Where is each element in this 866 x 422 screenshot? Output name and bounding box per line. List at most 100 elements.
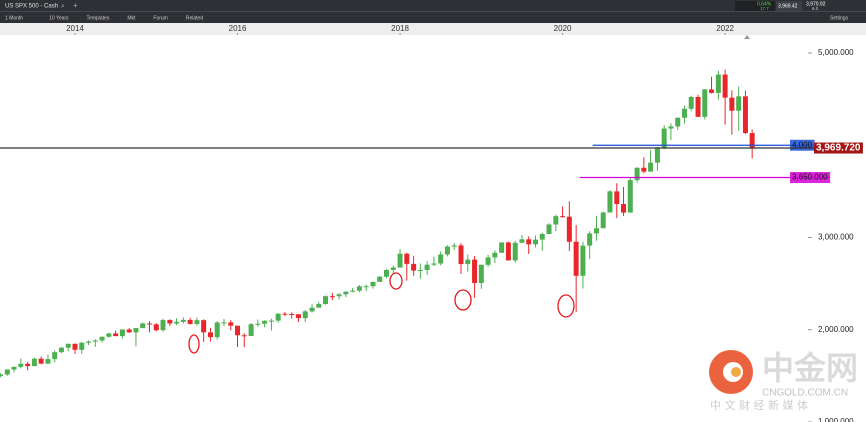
candle-body — [86, 341, 92, 343]
toolbar-item[interactable]: Mkt — [127, 15, 136, 21]
toolbar-item[interactable]: 1 Month — [5, 15, 23, 21]
candle-body — [11, 366, 17, 370]
candle-body — [79, 342, 85, 350]
candle-body — [573, 241, 579, 276]
candle-body — [343, 291, 349, 295]
change-box — [735, 1, 775, 11]
candle-body — [235, 325, 241, 336]
y-tick-label: 5,000.000 — [818, 48, 854, 57]
candle-body — [600, 212, 606, 229]
y-tick-label: 1,000.000 — [818, 417, 854, 422]
candle-body — [25, 363, 31, 367]
bid-box[interactable] — [776, 1, 802, 11]
candle-body — [214, 322, 220, 338]
candle-body — [38, 358, 44, 364]
candle-body — [147, 323, 153, 325]
candle-body — [688, 96, 694, 109]
watermark-name: 中金网 — [762, 349, 858, 387]
candle-body — [681, 108, 687, 118]
toolbar-item[interactable]: Forum — [153, 15, 167, 21]
candle-body — [377, 276, 383, 282]
candle-body — [65, 343, 71, 348]
bid[interactable]: 3,969.42 — [778, 3, 798, 9]
level-label-bg — [790, 139, 815, 151]
change-pct: 0.64% — [757, 1, 772, 7]
candle-body — [404, 253, 410, 264]
candles — [0, 69, 755, 378]
candle-body — [546, 224, 552, 234]
search-icon[interactable]: ⌕ — [61, 3, 65, 10]
candle-body — [18, 363, 24, 367]
candle-body — [133, 328, 139, 333]
candle-body — [539, 233, 545, 240]
candle-body — [309, 307, 315, 312]
candle-body — [140, 323, 146, 329]
candle-body — [519, 239, 525, 243]
candle-body — [316, 304, 322, 308]
marker — [744, 35, 750, 39]
candle-body — [174, 321, 180, 324]
candle-body — [709, 89, 715, 93]
candle-body — [126, 329, 132, 333]
settings-button[interactable]: Settings — [830, 15, 849, 21]
candle-body — [0, 374, 3, 377]
candle-body — [113, 333, 119, 337]
x-tick-label: 2016 — [229, 24, 247, 33]
candle-body — [397, 253, 403, 268]
candle-body — [492, 252, 498, 258]
candle-body — [485, 257, 491, 265]
candle-body — [302, 311, 308, 319]
candle-body — [749, 133, 755, 149]
candle-body — [702, 89, 708, 117]
candle-body — [580, 245, 586, 276]
level-label-bg — [790, 172, 831, 184]
candle-body — [356, 286, 362, 291]
candle-body — [451, 245, 457, 247]
x-tick-label: 2014 — [66, 24, 84, 33]
candle-body — [512, 242, 518, 261]
toolbar: 1 Month 10 Years Templates Mkt Forum Related — [5, 15, 203, 21]
candle-body — [411, 263, 417, 271]
candle-body — [180, 319, 186, 322]
candle-body — [58, 347, 64, 353]
candle-body — [729, 97, 735, 111]
candle-body — [478, 264, 484, 283]
ask[interactable]: 3,970.92 — [806, 1, 826, 7]
add-tab[interactable]: + — [73, 1, 78, 10]
candle-body — [675, 117, 681, 127]
candle-body — [363, 286, 369, 288]
candle-body — [553, 216, 559, 225]
candle-body — [648, 162, 654, 172]
candle-body — [607, 191, 613, 213]
candle-body — [621, 204, 627, 213]
candle-body — [262, 320, 268, 324]
candle-body — [194, 320, 200, 324]
toolbar-item[interactable]: Related — [186, 15, 203, 21]
instrument-title[interactable]: US SPX 500 - Cash — [5, 4, 58, 10]
annotations — [188, 272, 575, 354]
toolbar-item[interactable]: 10 Years — [49, 15, 69, 21]
candle-body — [566, 216, 572, 242]
candle-body — [444, 246, 450, 255]
candle-body — [505, 242, 511, 261]
x-tick-label: 2018 — [391, 24, 409, 33]
candle-body — [370, 281, 376, 287]
spread: 6.0 — [812, 6, 819, 11]
level-label: 3,969.720 — [816, 143, 861, 154]
candle-body — [255, 323, 261, 325]
watermark: 中金网 CNGOLD.COM.CN 中 文 财 经 新 媒 体 — [709, 349, 858, 412]
candle-body — [92, 340, 98, 342]
toolbar-item[interactable]: Templates — [87, 15, 110, 21]
candle-body — [424, 264, 430, 270]
candle-body — [106, 333, 112, 337]
candle-body — [742, 96, 748, 134]
candle-body — [383, 269, 389, 277]
circle — [188, 334, 200, 354]
change-points: 17.7 — [760, 6, 769, 11]
candle-body — [282, 313, 288, 315]
candle-body — [593, 228, 599, 234]
candle-body — [668, 126, 674, 129]
candle-body — [45, 359, 51, 364]
candle-body — [295, 314, 301, 319]
